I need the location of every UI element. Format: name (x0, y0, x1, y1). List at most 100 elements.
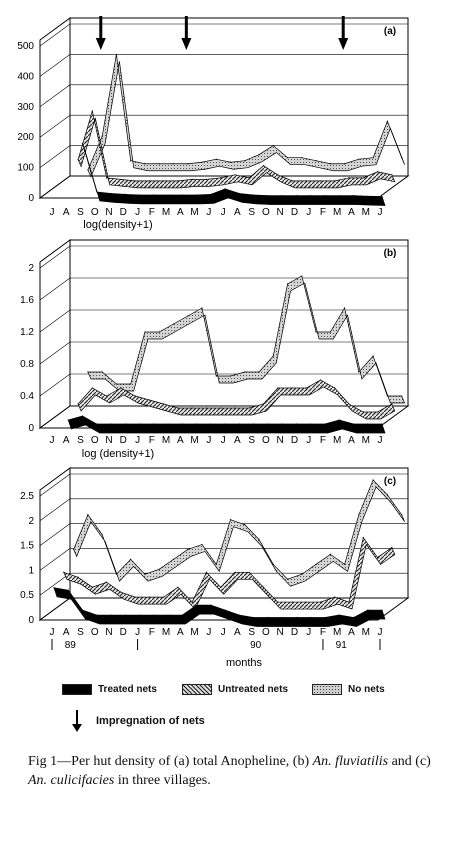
panel-label: (c) (384, 476, 396, 487)
data-point-untreated (220, 407, 222, 409)
data-point-untreated (376, 411, 379, 413)
data-point-treated (124, 193, 126, 195)
data-point-treated (167, 194, 169, 196)
gridline-side (39, 145, 71, 168)
data-point-treated (253, 616, 255, 619)
data-point-no-nets (401, 157, 403, 159)
x-tick-label: M (333, 627, 341, 638)
x-tick-label: A (177, 627, 184, 638)
data-point-no-nets (258, 371, 260, 373)
data-point-no-nets (301, 275, 303, 277)
x-tick-label: S (77, 207, 84, 218)
data-point-untreated (234, 571, 236, 573)
x-tick-label: O (262, 435, 270, 446)
data-point-untreated (277, 387, 279, 389)
x-tick-label: A (63, 627, 70, 638)
data-point-untreated (348, 403, 350, 405)
data-point-no-nets (315, 160, 317, 162)
x-tick-label: O (262, 627, 270, 638)
data-point-treated (210, 604, 212, 606)
data-point-untreated (291, 601, 293, 603)
x-tick-label: J (135, 207, 140, 218)
data-point-no-nets (229, 519, 232, 521)
year-label: 90 (250, 640, 262, 651)
data-point-untreated (334, 387, 336, 389)
data-point-treated (253, 423, 255, 425)
data-point-treated (167, 423, 169, 425)
x-tick-label: O (91, 435, 99, 446)
legend-swatch-treated (62, 684, 92, 695)
data-point-no-nets (343, 307, 346, 309)
gridline-side (39, 405, 71, 429)
legend-swatch-untreated (182, 684, 212, 695)
data-point-treated (181, 194, 183, 196)
data-point-no-nets (101, 533, 103, 536)
data-point-untreated (163, 596, 165, 598)
data-point-no-nets (358, 371, 360, 373)
x-tick-label: A (177, 207, 184, 218)
impregnation-arrow-icon (181, 16, 192, 50)
x-tick-label: A (234, 207, 241, 218)
data-point-treated (53, 587, 55, 589)
x-tick-label: A (234, 627, 241, 638)
series-ribbon-no-nets (87, 54, 405, 178)
data-point-no-nets (187, 315, 189, 317)
gridline-side (39, 175, 71, 199)
data-point-treated (110, 614, 112, 616)
data-point-treated (267, 194, 269, 197)
x-tick-label: S (77, 627, 84, 638)
data-point-treated (310, 616, 312, 619)
data-point-no-nets (115, 573, 118, 575)
x-tick-label: M (162, 207, 170, 218)
x-tick-label: F (320, 627, 326, 638)
x-tick-label: J (50, 627, 55, 638)
data-point-treated (196, 604, 198, 606)
data-point-no-nets (215, 158, 217, 160)
year-label: 89 (65, 640, 77, 651)
data-point-untreated (177, 407, 179, 409)
x-tick-label: F (149, 435, 155, 446)
gridline-side (39, 54, 71, 77)
data-point-treated (181, 614, 183, 616)
x-tick-label: J (50, 435, 55, 446)
impregnation-legend: Impregnation of nets (70, 710, 205, 732)
data-point-no-nets (130, 160, 132, 162)
data-point-untreated (205, 178, 208, 180)
data-point-untreated (91, 387, 93, 389)
x-tick-label: J (378, 435, 383, 446)
data-point-no-nets (115, 383, 118, 385)
data-point-no-nets (158, 163, 160, 165)
x-tick-label: O (91, 207, 99, 218)
data-point-untreated (205, 571, 208, 573)
data-point-untreated (191, 407, 193, 409)
data-point-untreated (220, 586, 222, 588)
data-point-treated (81, 415, 84, 417)
gridline-side (39, 245, 71, 269)
x-tick-label: D (291, 627, 298, 638)
data-point-no-nets (258, 538, 260, 541)
data-point-untreated (63, 571, 65, 573)
data-point-no-nets (229, 161, 232, 163)
data-point-treated (295, 616, 298, 619)
data-point-no-nets (386, 494, 388, 496)
data-point-treated (196, 423, 198, 425)
data-point-treated (238, 192, 240, 195)
data-point-untreated (106, 177, 108, 179)
x-tick-label: D (120, 627, 127, 638)
data-point-no-nets (101, 135, 103, 137)
data-point-untreated (177, 180, 179, 182)
data-point-no-nets (172, 558, 175, 560)
data-point-treated (338, 194, 340, 197)
x-tick-label: D (120, 207, 127, 218)
data-point-treated (352, 423, 355, 425)
legend: Treated nets Untreated nets No nets (62, 682, 442, 702)
x-tick-label: D (291, 435, 298, 446)
y-tick-label: 100 (17, 163, 34, 174)
data-point-no-nets (329, 331, 331, 333)
x-tick-label: J (306, 627, 311, 638)
x-tick-label: N (105, 435, 112, 446)
data-point-treated (281, 423, 283, 425)
data-point-treated (124, 423, 126, 425)
data-point-untreated (376, 171, 379, 173)
data-point-untreated (77, 159, 79, 161)
